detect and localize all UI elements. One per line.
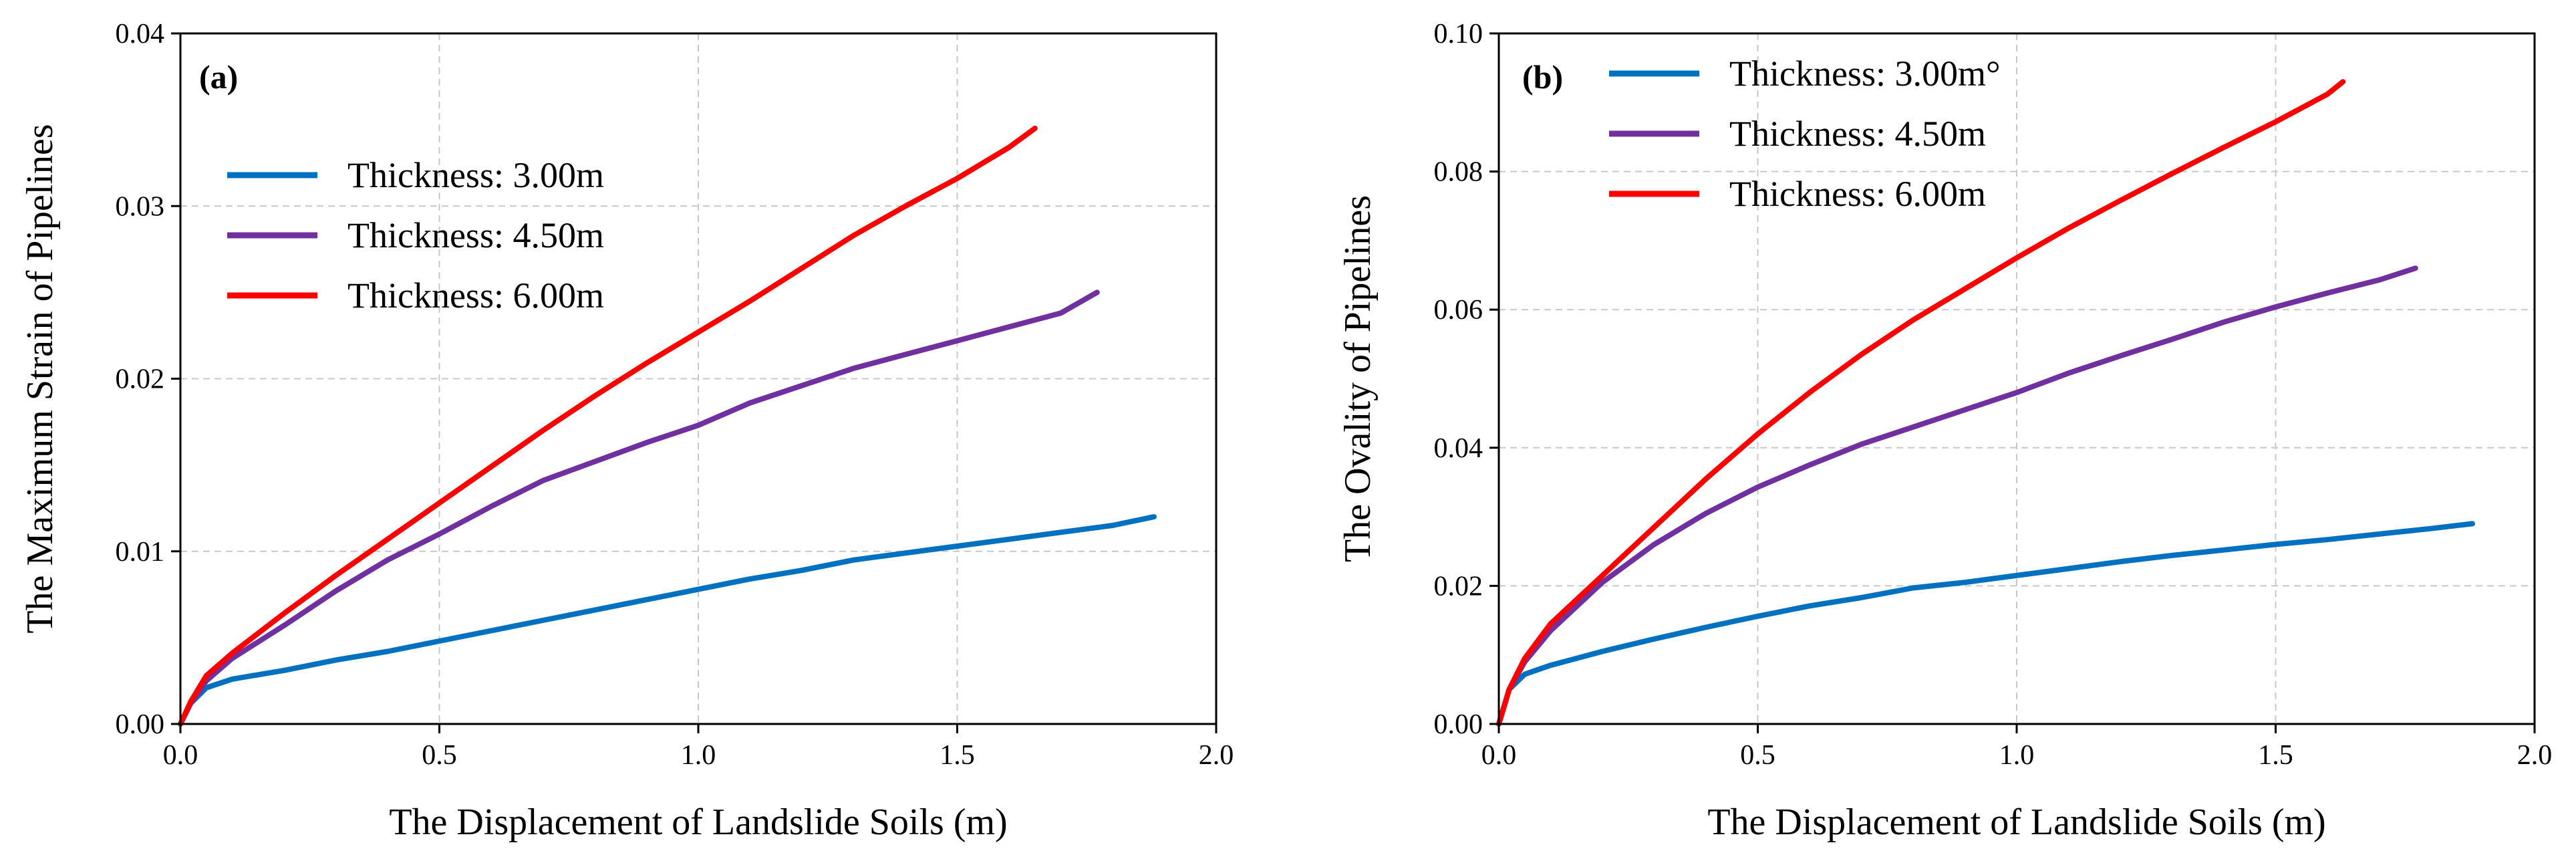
y-tick-label-a-3: 0.03 <box>116 191 165 222</box>
series-line-b-2 <box>1496 79 2346 727</box>
y-tick-label-b-5: 0.10 <box>1434 19 1483 49</box>
y-tick-label-a-0: 0.00 <box>116 709 165 740</box>
x-tick-label-b-1: 0.5 <box>1740 740 1775 771</box>
y-tick-label-b-0: 0.00 <box>1434 709 1483 740</box>
series-line-a-0 <box>178 514 1157 727</box>
legend-label-a-1: Thickness: 4.50m <box>347 215 604 255</box>
y-tick-label-b-1: 0.02 <box>1434 571 1483 602</box>
series-line-b-0 <box>1496 521 2475 727</box>
x-axis-label-a: The Displacement of Landslide Soils (m) <box>389 802 1007 843</box>
legend-label-a-0: Thickness: 3.00m <box>347 155 604 195</box>
y-tick-label-a-4: 0.04 <box>116 19 165 49</box>
x-tick-label-b-2: 1.0 <box>1999 740 2035 771</box>
legend-a: Thickness: 3.00m Thickness: 4.50m Thicknes… <box>227 155 604 316</box>
ticks-b: 0.0 0.5 1.0 1.5 2.0 0.00 0.02 0.04 0.06 0.08 0.10 <box>1434 19 2553 771</box>
x-tick-label-a-1: 0.5 <box>422 740 457 771</box>
series-line-a-2 <box>178 126 1038 727</box>
legend-label-b-1: Thickness: 4.50m <box>1729 114 1986 154</box>
y-tick-label-a-2: 0.02 <box>116 364 165 395</box>
x-tick-label-a-0: 0.0 <box>163 740 198 771</box>
x-tick-label-b-0: 0.0 <box>1481 740 1517 771</box>
x-tick-label-b-4: 2.0 <box>2517 740 2553 771</box>
series-group-a <box>178 126 1157 727</box>
legend-b: Thickness: 3.00m° Thickness: 4.50m Thickne… <box>1609 53 2001 214</box>
y-axis-label-b: The Ovality of Pipelines <box>1337 195 1379 562</box>
panel-b: 0.0 0.5 1.0 1.5 2.00.000.020.040.060.080.10 … <box>1337 19 2552 843</box>
panel-a: 0.0 0.5 1.0 1.5 2.00.000.010.020.030.04 (a) … <box>19 19 1234 843</box>
y-axis-label-a: The Maximum Strain of Pipelines <box>19 124 61 633</box>
x-tick-label-a-4: 2.0 <box>1199 740 1234 771</box>
y-tick-label-b-2: 0.04 <box>1434 433 1483 464</box>
panel-label-b: (b) <box>1522 58 1563 96</box>
x-tick-label-a-2: 1.0 <box>681 740 716 771</box>
x-axis-label-b: The Displacement of Landslide Soils (m) <box>1707 802 2325 843</box>
series-line-b-1 <box>1496 265 2418 727</box>
y-tick-label-b-3: 0.06 <box>1434 295 1483 326</box>
ticks-a: 0.0 0.5 1.0 1.5 2.0 0.00 0.01 0.02 0.03 0.04 <box>116 19 1234 771</box>
y-tick-label-a-1: 0.01 <box>116 537 165 568</box>
x-tick-label-a-3: 1.5 <box>940 740 975 771</box>
series-line-a-1 <box>178 289 1100 727</box>
y-tick-label-b-4: 0.08 <box>1434 157 1483 188</box>
legend-label-b-0: Thickness: 3.00m° <box>1729 53 2001 94</box>
series-group-b <box>1496 79 2475 727</box>
x-tick-label-b-3: 1.5 <box>2258 740 2293 771</box>
legend-label-b-2: Thickness: 6.00m <box>1729 174 1986 214</box>
grid-lines-a <box>180 33 1216 724</box>
grid-lines-b <box>1499 33 2535 724</box>
panel-label-a: (a) <box>199 58 238 96</box>
legend-label-a-2: Thickness: 6.00m <box>347 275 604 316</box>
